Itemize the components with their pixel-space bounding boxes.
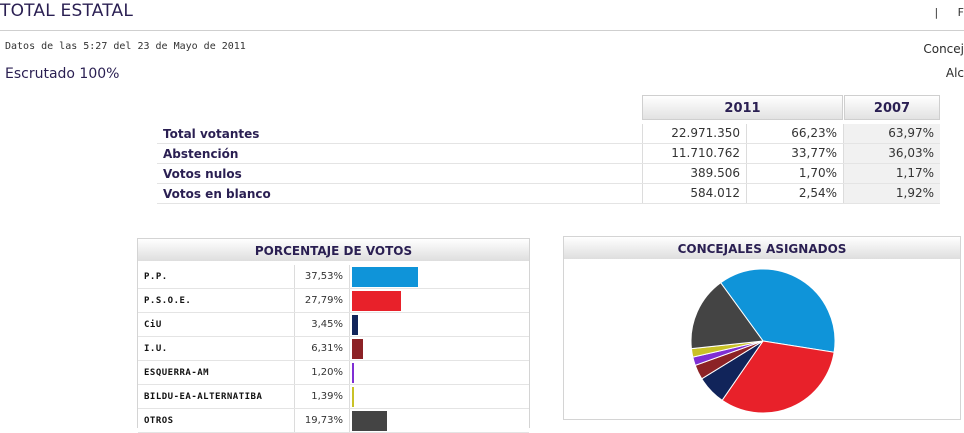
party-percentage: 37,53% bbox=[294, 265, 350, 288]
party-name: ESQUERRA-AM bbox=[144, 368, 210, 378]
vote-percentage-panel: PORCENTAJE DE VOTOS P.P. 37,53% P.S.O.E. 27… bbox=[137, 238, 530, 433]
votes-cell: 389.506 bbox=[642, 164, 746, 183]
table-row: Total votantes 22.971.350 66,23% 63,97% bbox=[157, 124, 940, 144]
party-row: I.U. 6,31% bbox=[138, 337, 529, 361]
party-name: CiU bbox=[144, 320, 162, 330]
pie-slice-p-s-o-e bbox=[721, 340, 835, 414]
alcaldes-link[interactable]: Alc bbox=[945, 66, 964, 80]
votes-cell: 22.971.350 bbox=[642, 124, 746, 143]
pct-cell: 66,23% bbox=[746, 124, 843, 143]
party-bar bbox=[352, 315, 359, 335]
party-row: P.S.O.E. 27,79% bbox=[138, 289, 529, 313]
party-row: ESQUERRA-AM 1,20% bbox=[138, 361, 529, 385]
party-bar bbox=[352, 291, 401, 311]
party-name: BILDU-EA-ALTERNATIBA bbox=[144, 392, 263, 402]
top-right-link[interactable]: F bbox=[957, 6, 964, 19]
party-row: P.P. 37,53% bbox=[138, 265, 529, 289]
prev-pct-cell: 1,17% bbox=[843, 164, 940, 183]
pie-slice-otros bbox=[690, 282, 764, 350]
table-row: Votos en blanco 584.012 2,54% 1,92% bbox=[157, 184, 940, 204]
panel-title: CONCEJALES ASIGNADOS bbox=[564, 237, 960, 259]
prev-pct-cell: 63,97% bbox=[843, 124, 940, 143]
party-percentage: 3,45% bbox=[294, 313, 350, 336]
table-row: Abstención 11.710.762 33,77% 36,03% bbox=[157, 144, 940, 164]
party-name: I.U. bbox=[144, 344, 168, 354]
prev-pct-cell: 1,92% bbox=[843, 184, 940, 203]
row-label: Votos nulos bbox=[163, 167, 242, 181]
row-label: Abstención bbox=[163, 147, 239, 161]
pct-cell: 2,54% bbox=[746, 184, 843, 203]
concejales-pie-chart bbox=[690, 268, 836, 414]
table-row: Votos nulos 389.506 1,70% 1,17% bbox=[157, 164, 940, 184]
party-percentage: 6,31% bbox=[294, 337, 350, 360]
party-name: OTROS bbox=[144, 416, 174, 426]
party-percentage: 1,39% bbox=[294, 385, 350, 408]
year-previous-header: 2007 bbox=[844, 95, 940, 120]
party-bar bbox=[352, 411, 387, 431]
pct-cell: 33,77% bbox=[746, 144, 843, 163]
party-percentage: 19,73% bbox=[294, 409, 350, 432]
votes-cell: 584.012 bbox=[642, 184, 746, 203]
party-name: P.S.O.E. bbox=[144, 296, 192, 306]
party-name: P.P. bbox=[144, 272, 168, 282]
party-row: OTROS 19,73% bbox=[138, 409, 529, 433]
concejales-link[interactable]: Concej bbox=[923, 42, 964, 56]
party-bar bbox=[352, 363, 355, 383]
party-bar bbox=[352, 267, 419, 287]
title-divider bbox=[0, 30, 964, 31]
update-timestamp: Datos de las 5:27 del 23 de Mayo de 2011 bbox=[5, 41, 246, 52]
row-label: Total votantes bbox=[163, 127, 260, 141]
separator: | bbox=[934, 6, 939, 19]
party-percentage: 27,79% bbox=[294, 289, 350, 312]
party-bar bbox=[352, 387, 355, 407]
party-bar bbox=[352, 339, 364, 359]
results-table: 2011 2007 Total votantes 22.971.350 66,2… bbox=[157, 95, 940, 204]
votes-cell: 11.710.762 bbox=[642, 144, 746, 163]
year-current-header: 2011 bbox=[642, 95, 843, 120]
party-row: CiU 3,45% bbox=[138, 313, 529, 337]
pct-cell: 1,70% bbox=[746, 164, 843, 183]
prev-pct-cell: 36,03% bbox=[843, 144, 940, 163]
row-label: Votos en blanco bbox=[163, 187, 271, 201]
scrutiny-status: Escrutado 100% bbox=[5, 66, 120, 82]
panel-title: PORCENTAJE DE VOTOS bbox=[138, 239, 529, 261]
pie-slice-p-p bbox=[719, 268, 836, 353]
party-percentage: 1,20% bbox=[294, 361, 350, 384]
concejales-panel: CONCEJALES ASIGNADOS bbox=[563, 236, 961, 420]
top-right-links: | F bbox=[934, 6, 964, 19]
party-row: BILDU-EA-ALTERNATIBA 1,39% bbox=[138, 385, 529, 409]
page-title: TOTAL ESTATAL bbox=[0, 1, 134, 21]
